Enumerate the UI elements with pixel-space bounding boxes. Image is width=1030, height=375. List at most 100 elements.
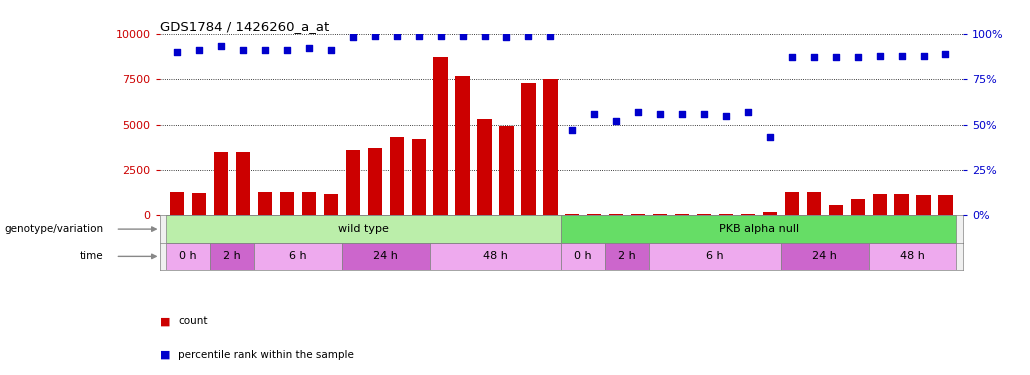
Bar bbox=[210, 243, 254, 270]
Bar bbox=[346, 150, 359, 216]
Bar bbox=[214, 152, 229, 216]
Bar bbox=[828, 205, 843, 216]
Bar bbox=[894, 194, 908, 216]
Bar bbox=[543, 79, 557, 216]
Point bbox=[256, 47, 273, 53]
Bar bbox=[430, 243, 561, 270]
Text: 48 h: 48 h bbox=[900, 251, 925, 261]
Point bbox=[608, 118, 624, 124]
Bar bbox=[192, 193, 206, 216]
Point bbox=[696, 111, 713, 117]
Bar bbox=[170, 192, 184, 216]
Point bbox=[520, 33, 537, 39]
Bar bbox=[258, 192, 272, 216]
Bar bbox=[868, 243, 957, 270]
Point bbox=[937, 51, 954, 57]
Bar bbox=[872, 194, 887, 216]
Bar bbox=[785, 192, 799, 216]
Bar bbox=[280, 192, 295, 216]
Point bbox=[410, 33, 426, 39]
Point bbox=[740, 109, 756, 115]
Bar bbox=[587, 214, 602, 216]
Bar bbox=[342, 243, 430, 270]
Bar bbox=[851, 199, 865, 216]
Bar bbox=[697, 214, 711, 216]
Point bbox=[301, 45, 317, 51]
Bar bbox=[719, 214, 733, 216]
Text: 6 h: 6 h bbox=[707, 251, 724, 261]
Text: 2 h: 2 h bbox=[618, 251, 637, 261]
Bar bbox=[434, 57, 448, 216]
Text: 6 h: 6 h bbox=[289, 251, 307, 261]
Bar bbox=[565, 214, 580, 216]
Bar bbox=[236, 152, 250, 216]
Text: 0 h: 0 h bbox=[179, 251, 197, 261]
Point bbox=[191, 47, 207, 53]
Bar bbox=[323, 194, 338, 216]
Point bbox=[652, 111, 668, 117]
Text: genotype/variation: genotype/variation bbox=[4, 224, 103, 234]
Point bbox=[630, 109, 647, 115]
Bar bbox=[389, 137, 404, 216]
Bar bbox=[254, 243, 342, 270]
Bar bbox=[166, 243, 210, 270]
Bar bbox=[741, 214, 755, 216]
Bar bbox=[477, 119, 491, 216]
Text: 48 h: 48 h bbox=[483, 251, 508, 261]
Bar bbox=[649, 243, 781, 270]
Text: 2 h: 2 h bbox=[224, 251, 241, 261]
Point bbox=[322, 47, 339, 53]
Bar bbox=[561, 243, 606, 270]
Point bbox=[805, 54, 822, 60]
Bar bbox=[938, 195, 953, 216]
Point bbox=[850, 54, 866, 60]
Point bbox=[564, 127, 581, 133]
Point bbox=[367, 33, 383, 39]
Bar bbox=[561, 216, 957, 243]
Point bbox=[279, 47, 296, 53]
Point bbox=[784, 54, 800, 60]
Point bbox=[827, 54, 844, 60]
Point bbox=[871, 53, 888, 58]
Bar bbox=[412, 139, 425, 216]
Text: 24 h: 24 h bbox=[373, 251, 399, 261]
Point bbox=[213, 44, 230, 50]
Bar bbox=[166, 216, 561, 243]
Point bbox=[542, 33, 558, 39]
Bar bbox=[606, 243, 649, 270]
Bar bbox=[917, 195, 931, 216]
Text: wild type: wild type bbox=[339, 224, 389, 234]
Bar bbox=[609, 214, 623, 216]
Text: 0 h: 0 h bbox=[575, 251, 592, 261]
Text: count: count bbox=[178, 316, 208, 326]
Point bbox=[476, 33, 492, 39]
Point bbox=[916, 53, 932, 58]
Bar bbox=[521, 83, 536, 216]
Text: time: time bbox=[79, 251, 103, 261]
Point bbox=[761, 134, 778, 140]
Bar bbox=[368, 148, 382, 216]
Point bbox=[388, 33, 405, 39]
Bar bbox=[806, 192, 821, 216]
Bar bbox=[653, 214, 667, 216]
Text: ■: ■ bbox=[160, 316, 170, 326]
Point bbox=[433, 33, 449, 39]
Text: percentile rank within the sample: percentile rank within the sample bbox=[178, 350, 354, 360]
Bar bbox=[781, 243, 868, 270]
Point bbox=[235, 47, 251, 53]
Text: 24 h: 24 h bbox=[813, 251, 837, 261]
Text: ■: ■ bbox=[160, 350, 170, 360]
Bar bbox=[302, 192, 316, 216]
Point bbox=[674, 111, 690, 117]
Point bbox=[718, 112, 734, 118]
Point bbox=[454, 33, 471, 39]
Point bbox=[499, 34, 515, 40]
Bar bbox=[455, 75, 470, 216]
Text: GDS1784 / 1426260_a_at: GDS1784 / 1426260_a_at bbox=[160, 20, 329, 33]
Text: PKB alpha null: PKB alpha null bbox=[719, 224, 799, 234]
Point bbox=[169, 49, 185, 55]
Point bbox=[345, 34, 362, 40]
Point bbox=[586, 111, 603, 117]
Bar bbox=[631, 214, 646, 216]
Bar bbox=[500, 126, 514, 216]
